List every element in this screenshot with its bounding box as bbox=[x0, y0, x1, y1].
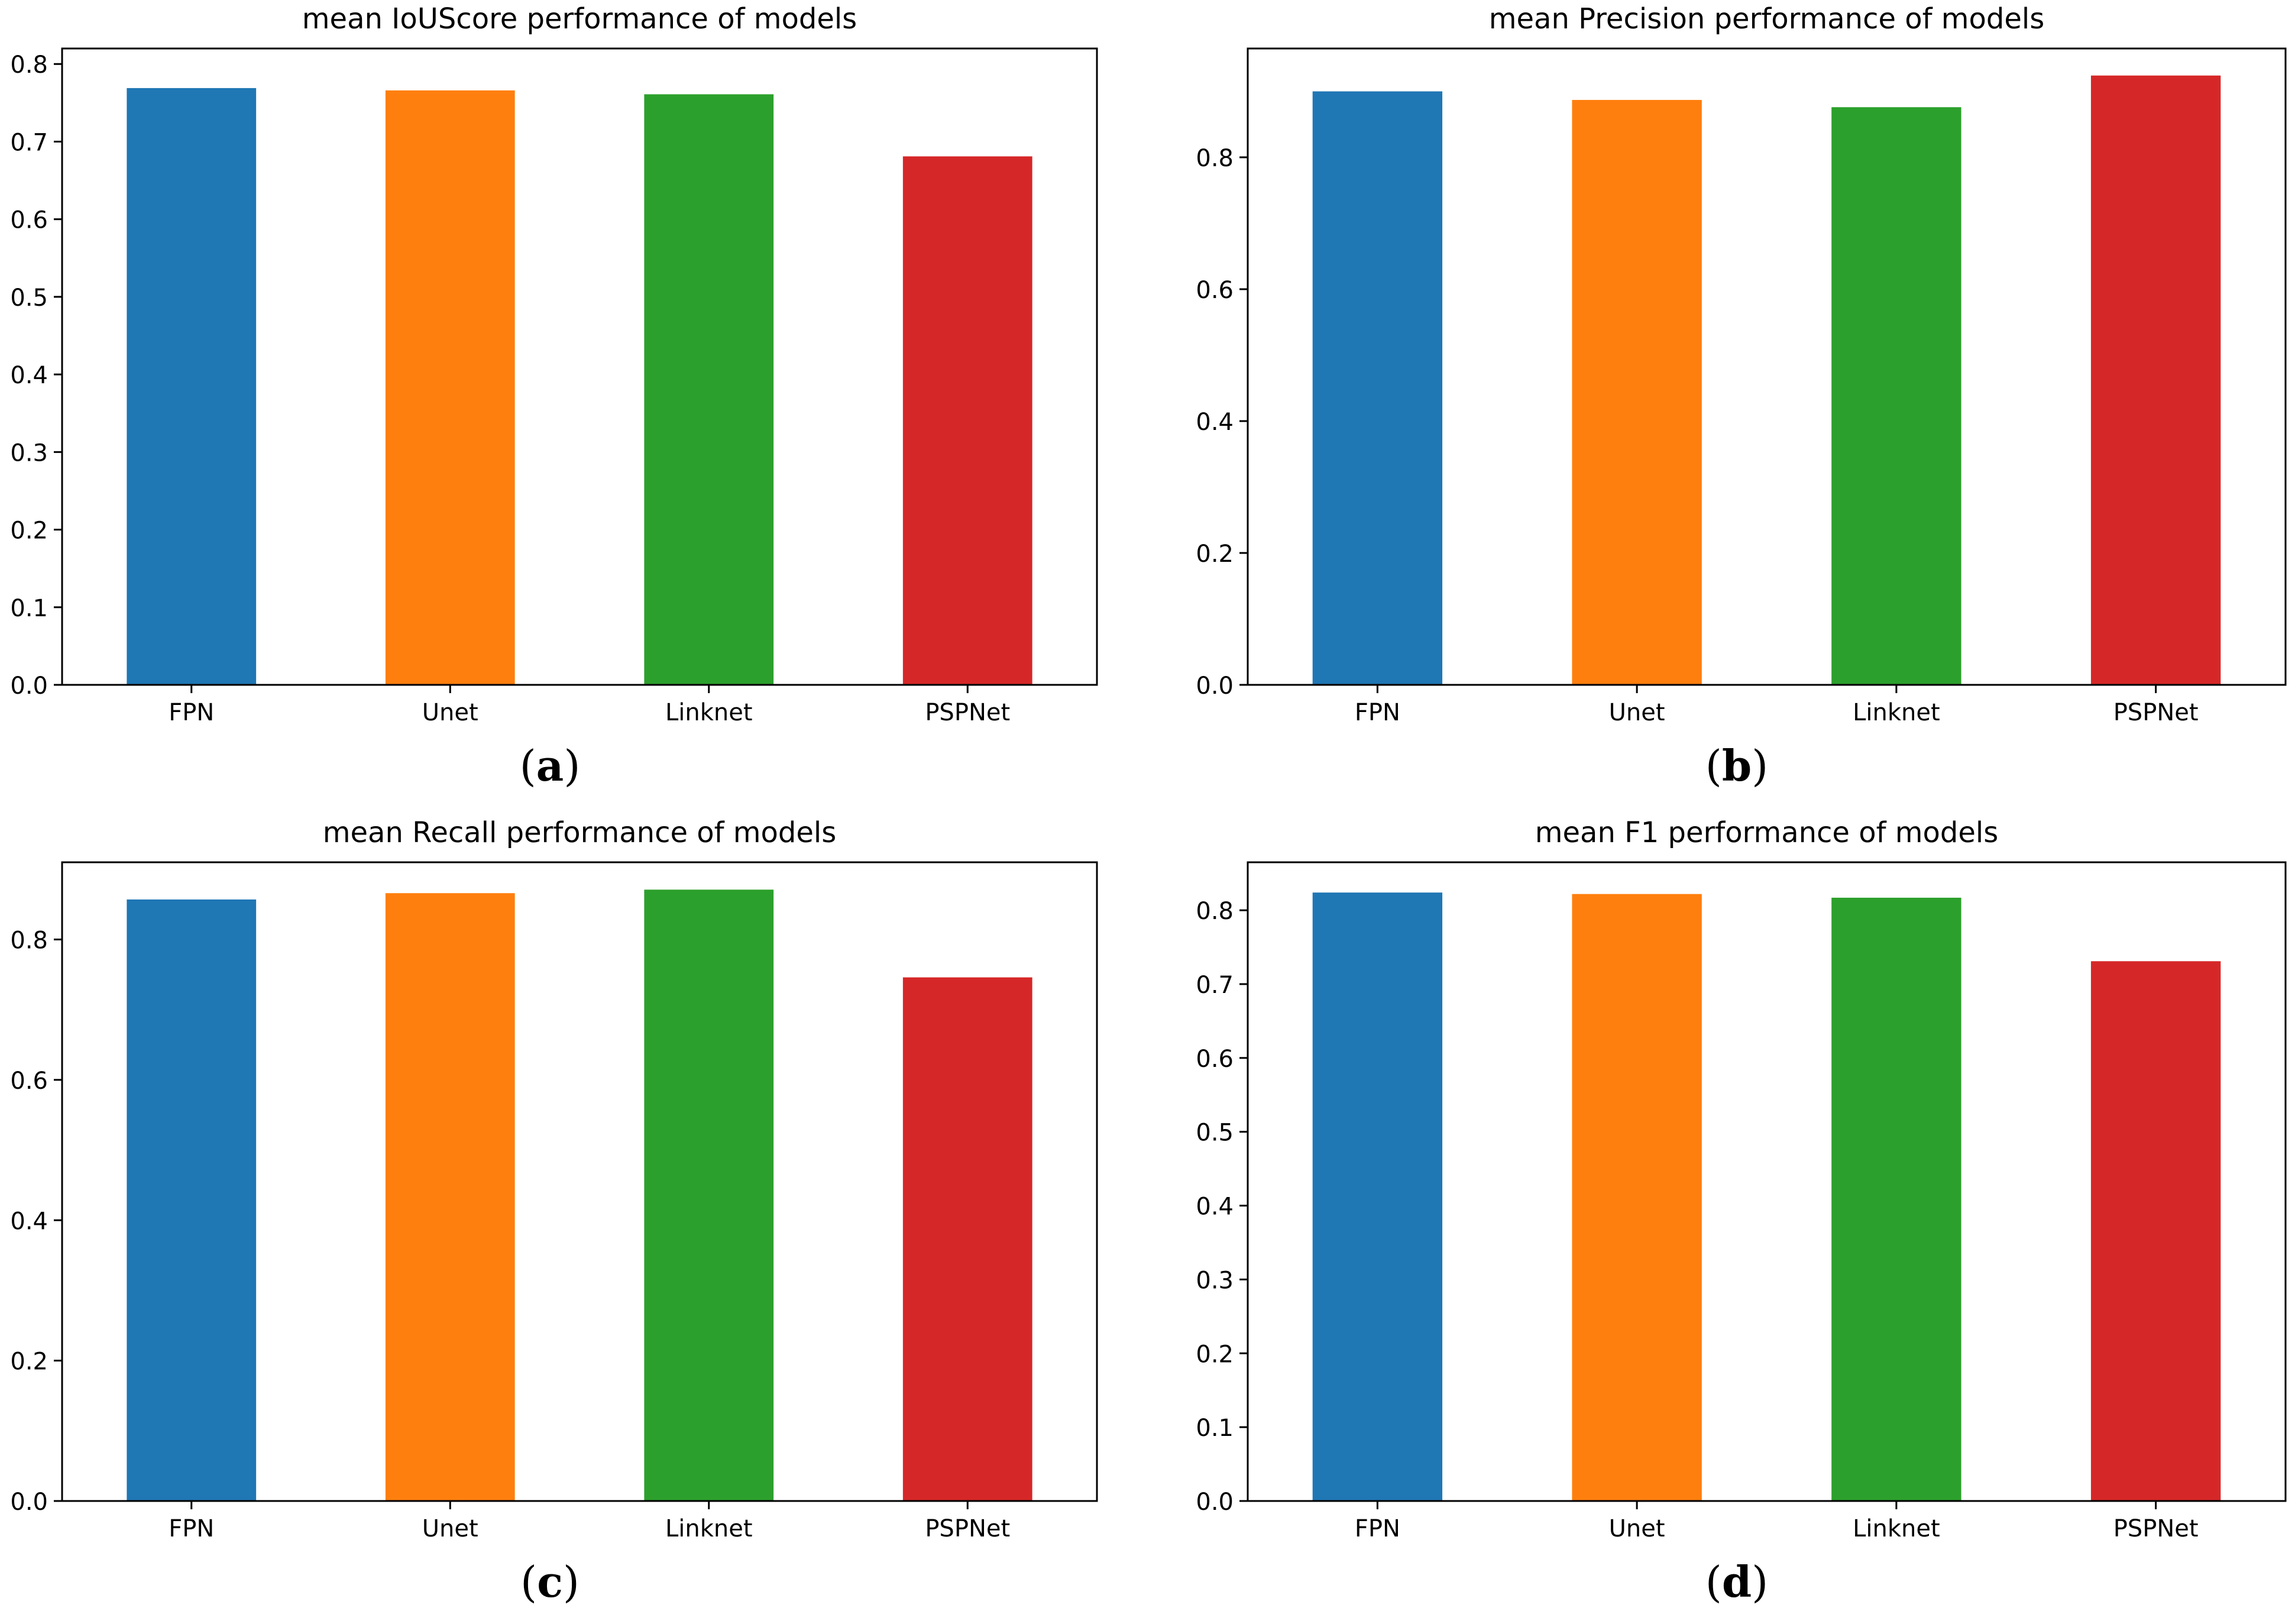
ytick-label-a-5: 0.5 bbox=[10, 284, 48, 312]
plot-frame-b bbox=[1247, 47, 2287, 686]
ytick-label-b-0: 0.0 bbox=[1196, 672, 1234, 700]
plot-frame-c bbox=[61, 861, 1098, 1502]
ytick-label-a-7: 0.7 bbox=[10, 129, 48, 156]
bar-a-pspnet bbox=[902, 156, 1032, 685]
ytick-label-c-4: 0.8 bbox=[10, 927, 48, 955]
xtick-label-d-pspnet: PSPNet bbox=[2113, 1515, 2199, 1542]
bar-b-unet bbox=[1572, 99, 1702, 685]
bar-a-unet bbox=[385, 90, 515, 685]
ytick-label-a-2: 0.2 bbox=[10, 517, 48, 545]
ytick-label-a-1: 0.1 bbox=[10, 595, 48, 622]
bar-d-pspnet bbox=[2090, 961, 2221, 1501]
xtick-label-d-linknet: Linknet bbox=[1853, 1515, 1940, 1542]
bar-a-linknet bbox=[644, 94, 774, 685]
ytick-label-d-3: 0.3 bbox=[1196, 1267, 1234, 1294]
plot-frame-a bbox=[61, 47, 1098, 686]
xtick-label-b-linknet: Linknet bbox=[1853, 699, 1940, 726]
ytick-label-b-4: 0.8 bbox=[1196, 145, 1234, 172]
bar-c-linknet bbox=[644, 889, 774, 1501]
panel-a: mean IoUScore performance of models 0.0 0.… bbox=[10, 2, 1098, 791]
ytick-label-d-5: 0.5 bbox=[1196, 1120, 1234, 1147]
ytick-label-a-6: 0.6 bbox=[10, 207, 48, 234]
panel-b: mean Precision performance of models 0.0 0… bbox=[1196, 2, 2287, 791]
bar-c-fpn bbox=[127, 899, 257, 1501]
bar-b-pspnet bbox=[2090, 75, 2221, 685]
xtick-label-a-linknet: Linknet bbox=[665, 699, 753, 726]
xtick-label-c-linknet: Linknet bbox=[665, 1515, 753, 1542]
ytick-label-d-8: 0.8 bbox=[1196, 898, 1234, 925]
bar-d-fpn bbox=[1312, 892, 1443, 1501]
bar-d-linknet bbox=[1831, 897, 1961, 1501]
panel-label-c: (c) bbox=[520, 1557, 580, 1607]
ytick-label-d-6: 0.6 bbox=[1196, 1046, 1234, 1073]
bar-b-fpn bbox=[1312, 91, 1443, 685]
chart-title-a: mean IoUScore performance of models bbox=[302, 2, 857, 35]
xtick-label-d-unet: Unet bbox=[1609, 1515, 1665, 1542]
bar-b-linknet bbox=[1831, 107, 1961, 685]
ytick-label-c-1: 0.2 bbox=[10, 1348, 48, 1376]
xtick-label-a-unet: Unet bbox=[422, 699, 478, 726]
chart-title-c: mean Recall performance of models bbox=[323, 816, 837, 849]
chart-title-d: mean F1 performance of models bbox=[1535, 816, 1998, 849]
ytick-label-a-0: 0.0 bbox=[10, 672, 48, 700]
xtick-label-c-fpn: FPN bbox=[169, 1515, 214, 1542]
xtick-label-b-fpn: FPN bbox=[1355, 699, 1400, 726]
xtick-label-b-unet: Unet bbox=[1609, 699, 1665, 726]
ytick-label-d-2: 0.2 bbox=[1196, 1341, 1234, 1368]
panel-c: mean Recall performance of models 0.0 0.2 0… bbox=[10, 816, 1098, 1607]
bar-a-fpn bbox=[127, 88, 257, 685]
xtick-label-a-pspnet: PSPNet bbox=[925, 699, 1010, 726]
ytick-label-a-4: 0.4 bbox=[10, 362, 48, 389]
panel-label-a: (a) bbox=[520, 740, 581, 791]
xtick-label-c-pspnet: PSPNet bbox=[925, 1515, 1010, 1542]
panel-d: mean F1 performance of models 0.0 0.1 0.2 0.… bbox=[1196, 816, 2287, 1607]
panel-label-b: (b) bbox=[1705, 740, 1769, 791]
xtick-label-a-fpn: FPN bbox=[169, 699, 214, 726]
chart-title-b: mean Precision performance of models bbox=[1489, 2, 2044, 35]
ytick-label-d-7: 0.7 bbox=[1196, 972, 1234, 999]
bar-c-pspnet bbox=[902, 977, 1032, 1501]
ytick-label-b-2: 0.4 bbox=[1196, 409, 1234, 436]
bar-d-unet bbox=[1572, 894, 1702, 1501]
ytick-label-d-0: 0.0 bbox=[1196, 1489, 1234, 1516]
ytick-label-c-3: 0.6 bbox=[10, 1067, 48, 1095]
ytick-label-b-3: 0.6 bbox=[1196, 277, 1234, 304]
ytick-label-d-1: 0.1 bbox=[1196, 1415, 1234, 1442]
ytick-label-c-0: 0.0 bbox=[10, 1489, 48, 1516]
panel-label-d: (d) bbox=[1705, 1557, 1769, 1607]
bar-c-unet bbox=[385, 893, 515, 1501]
plot-frame-d bbox=[1247, 861, 2287, 1502]
xtick-label-b-pspnet: PSPNet bbox=[2113, 699, 2199, 726]
ytick-label-c-2: 0.4 bbox=[10, 1208, 48, 1235]
xtick-label-d-fpn: FPN bbox=[1355, 1515, 1400, 1542]
ytick-label-a-3: 0.3 bbox=[10, 439, 48, 467]
xtick-label-c-unet: Unet bbox=[422, 1515, 478, 1542]
ytick-label-b-1: 0.2 bbox=[1196, 541, 1234, 568]
ytick-label-a-8: 0.8 bbox=[10, 51, 48, 79]
ytick-label-d-4: 0.4 bbox=[1196, 1193, 1234, 1221]
